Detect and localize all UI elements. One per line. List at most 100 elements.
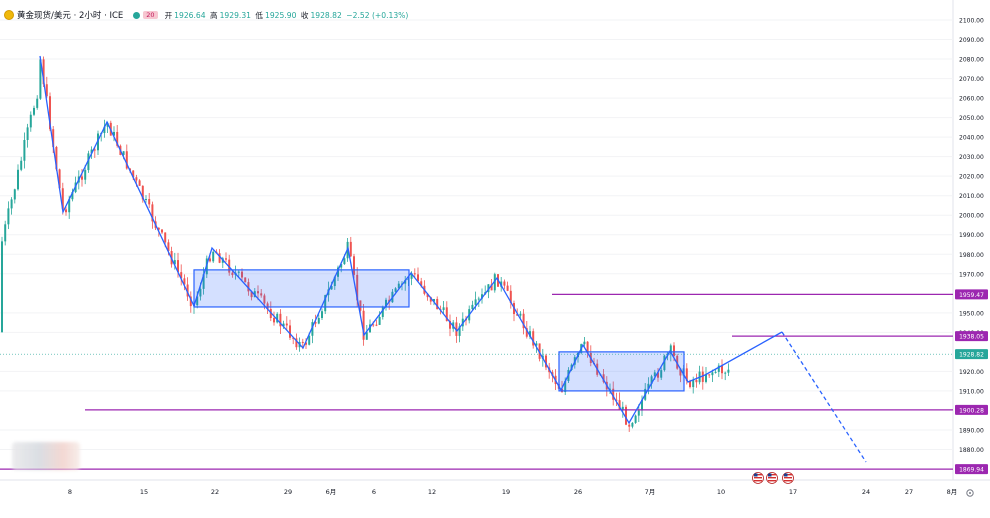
candle-body [180, 272, 183, 279]
candle-body [273, 318, 275, 323]
candle-body [10, 199, 13, 209]
candle-body [532, 331, 535, 346]
candle-body [196, 296, 199, 306]
candle-body [145, 199, 147, 201]
candle-body [157, 227, 160, 230]
candle-body [493, 274, 496, 291]
open-value: 1926.64 [174, 10, 206, 20]
data-badge[interactable]: 20 [143, 11, 158, 19]
candle-body [186, 284, 189, 297]
candle-body [471, 304, 474, 310]
candle-body [455, 322, 458, 336]
candle-body [343, 258, 346, 265]
candle-body [263, 295, 266, 304]
candle-body [13, 189, 16, 200]
candle-body [522, 313, 525, 329]
candle-body [564, 380, 567, 392]
price-axis-label: 1900.28 [959, 407, 984, 414]
candle-body [55, 146, 58, 170]
candle-body [1, 241, 3, 332]
candle-body [426, 293, 429, 298]
candle-body [647, 383, 650, 389]
candle-body [93, 149, 96, 151]
candle-body [487, 284, 490, 293]
candle-body [167, 242, 170, 252]
candle-body [279, 313, 282, 327]
candle-body [212, 251, 215, 262]
candle-body [209, 258, 211, 262]
candle-body [289, 325, 291, 338]
candle-body [641, 399, 643, 411]
candle-body [29, 114, 32, 128]
candle-body [445, 307, 448, 321]
candle-body [324, 295, 327, 312]
candle-body [39, 59, 42, 99]
time-tick-label: 19 [502, 488, 510, 496]
candle-body [148, 199, 151, 205]
time-tick-label: 10 [717, 488, 725, 496]
us-flag-icon[interactable] [752, 472, 764, 484]
price-tick-label: 1880.00 [959, 447, 984, 454]
candle-body [141, 185, 144, 200]
candle-body [689, 381, 691, 388]
price-tick-label: 1950.00 [959, 310, 984, 317]
time-tick-label: 6 [372, 488, 376, 496]
price-axis-label: 1928.82 [959, 352, 984, 359]
candle-body [282, 323, 285, 327]
price-tick-label: 2040.00 [959, 135, 984, 142]
candle-body [295, 338, 298, 348]
candle-body [612, 388, 615, 400]
candle-body [727, 369, 730, 373]
zigzag-pattern-line[interactable] [39, 55, 783, 425]
candle-body [663, 355, 666, 371]
candle-body [90, 149, 93, 154]
candle-body [631, 422, 634, 427]
candle-body [372, 324, 375, 326]
candle-body [618, 400, 621, 410]
candle-body [637, 410, 640, 416]
candle-body [586, 341, 589, 353]
us-flag-icon[interactable] [782, 472, 794, 484]
price-tick-label: 1890.00 [959, 427, 984, 434]
candle-body [673, 345, 675, 356]
candle-body [132, 170, 135, 178]
candle-body [509, 290, 512, 304]
candle-body [317, 317, 320, 324]
price-tick-label: 1970.00 [959, 271, 984, 278]
price-axis-label: 1938.05 [959, 334, 984, 341]
symbol-title[interactable]: 黄金现货/美元 · 2小时 · ICE [17, 11, 124, 21]
candle-body [353, 256, 355, 275]
candle-body [404, 280, 407, 284]
low-value: 1925.90 [265, 10, 297, 20]
candle-body [260, 293, 263, 296]
candle-body [164, 232, 167, 243]
candle-body [84, 170, 87, 180]
candle-body [609, 388, 611, 390]
candle-body [321, 311, 323, 318]
range-box[interactable] [558, 351, 685, 392]
candle-body [545, 355, 547, 368]
price-axis-label-bg [955, 404, 988, 415]
time-tick-label: 22 [211, 488, 219, 496]
price-tick-label: 2070.00 [959, 76, 984, 83]
candle-body [138, 180, 141, 186]
time-tick-label: 24 [862, 488, 870, 496]
candle-body [385, 299, 387, 307]
range-box[interactable] [193, 269, 410, 308]
candle-body [394, 288, 397, 292]
candle-body [692, 379, 695, 388]
candle-body [199, 288, 202, 297]
candle-body [26, 127, 29, 141]
candle-body [417, 274, 419, 282]
candle-body [49, 96, 51, 130]
candle-body [615, 399, 618, 401]
forecast-dashed-line[interactable] [781, 331, 867, 463]
candle-body [7, 208, 10, 225]
time-tick-label: 29 [284, 488, 292, 496]
us-flag-icon[interactable] [766, 472, 778, 484]
change-value: −2.52 (+0.13%) [346, 10, 409, 20]
settings-gear-icon[interactable] [966, 489, 974, 497]
candle-body [538, 343, 541, 359]
candle-body [442, 307, 445, 311]
